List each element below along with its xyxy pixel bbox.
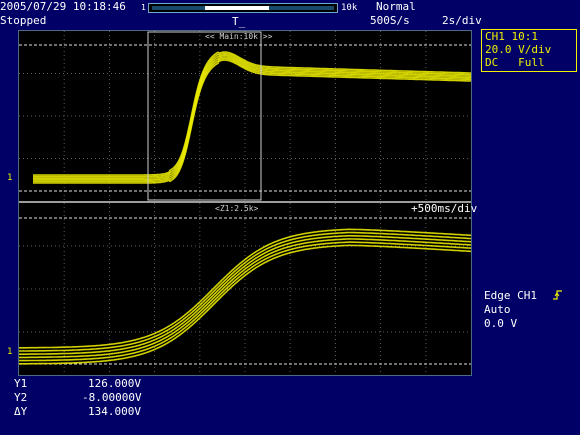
trigger-position-marker: T̲ — [232, 15, 246, 28]
acq-status-label: Stopped — [0, 14, 47, 27]
zoom-waveform-segment — [19, 241, 471, 362]
timebase-label: 2s/div — [442, 14, 482, 27]
channel-settings-box[interactable]: CH1 10:1 20.0 V/div DC Full — [481, 29, 577, 72]
trigger-info[interactable]: Edge CH1 Auto 0.0 V — [484, 290, 578, 334]
rising-edge-icon — [553, 290, 562, 300]
main-waveform-segment — [33, 54, 471, 179]
zoom-factor-label: <Z1:2.5k> — [215, 204, 259, 213]
meas-value-y2: -8.00000V — [82, 391, 142, 404]
zoom-waveform-segment — [19, 234, 471, 355]
record-position-bar[interactable] — [148, 3, 338, 13]
main-waveform-segment — [33, 57, 471, 183]
record-bar-window[interactable] — [205, 6, 269, 10]
meas-value-dy: 134.000V — [88, 405, 141, 418]
zoom-waveform-segment — [19, 244, 471, 365]
zoom-box-label: << Main:10k >> — [205, 32, 273, 41]
zoom-waveform-segment — [19, 238, 471, 359]
meas-label-y2: Y2 — [14, 391, 28, 404]
zoom-grid — [19, 203, 471, 375]
record-end-label: 10k — [341, 3, 358, 13]
zoom-waveform-segment — [19, 231, 471, 352]
waveform-display[interactable]: << Main:10k >> <Z1:2.5k> +500ms/div — [18, 30, 477, 376]
trigger-mode-label: Auto — [484, 303, 511, 316]
main-waveform-trace — [33, 51, 471, 184]
main-waveform-segment — [33, 59, 471, 184]
trigger-level-label: 0.0 V — [484, 317, 518, 330]
ch1-probe-label: CH1 10:1 — [485, 30, 538, 43]
trigger-source-label: Edge CH1 — [484, 289, 537, 302]
meas-label-dy: ΔY — [14, 405, 28, 418]
ch1-vdiv-label: 20.0 V/div — [485, 43, 552, 56]
waveform-svg — [19, 31, 471, 375]
main-waveform-segment — [33, 56, 471, 181]
meas-value-y1: 126.000V — [88, 377, 141, 390]
ch1-ground-marker-zoom[interactable]: 1 — [7, 347, 13, 357]
top-status-bar: 2005/07/29 10:18:46 1 10k Stopped T̲ Nor… — [0, 0, 580, 30]
meas-label-y1: Y1 — [14, 377, 28, 390]
sample-rate-label: 500S/s — [370, 14, 410, 27]
main-waveform-segment — [33, 52, 471, 178]
main-waveform-segment — [33, 51, 471, 176]
record-start-label: 1 — [141, 3, 146, 12]
zoom-region-box[interactable] — [147, 31, 262, 201]
datetime-label: 2005/07/29 10:18:46 — [0, 0, 126, 13]
cursor-measurements: Y1 126.000V Y2 -8.00000V ΔY 134.000V — [0, 376, 250, 435]
zoom-waveform-segment — [19, 228, 471, 349]
ch1-coupling-label: DC Full — [485, 56, 545, 69]
zoom-waveform-trace — [19, 228, 471, 365]
ch1-ground-marker-main[interactable]: 1 — [7, 173, 13, 183]
zoom-timebase-label: +500ms/div — [411, 202, 478, 215]
acq-mode-label: Normal — [376, 0, 416, 13]
